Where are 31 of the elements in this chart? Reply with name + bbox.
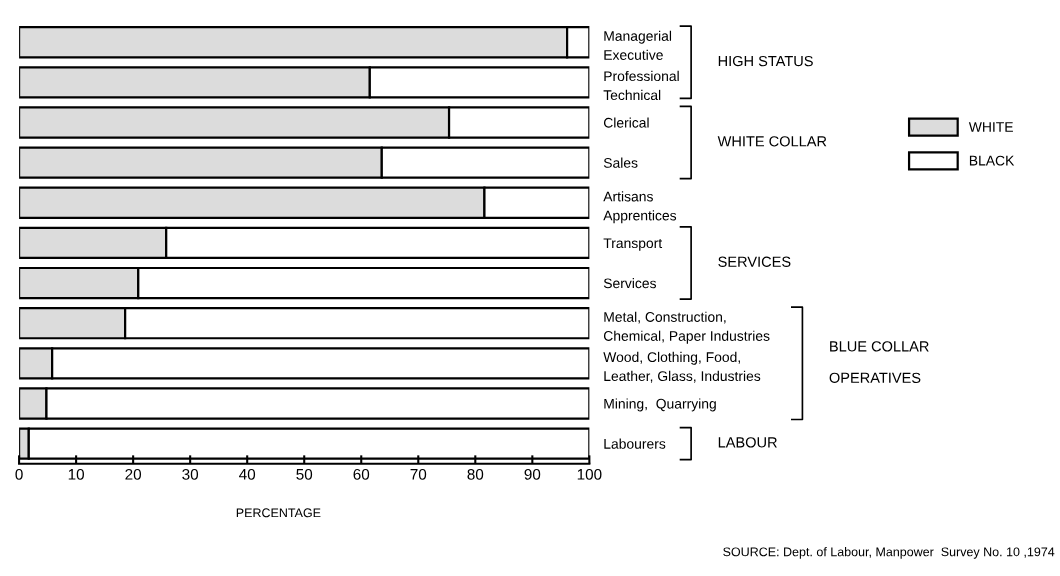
text: BLUE COLLAR OPERATIVES: [829, 341, 929, 383]
x-tick-label: 0: [15, 468, 23, 480]
y-tick-label: Clerical: [603, 117, 649, 128]
x-tick-label: 20: [125, 468, 142, 480]
y-tick-label: Sales: [603, 157, 638, 168]
x-tick-label: 90: [524, 468, 541, 480]
x-tick-label: 100: [577, 468, 602, 480]
y-tick-label: Labourers: [604, 438, 666, 449]
legend-label: BLACK: [969, 155, 1015, 166]
x-tick-label: 30: [182, 468, 199, 480]
y-tick-label: Transport: [603, 238, 663, 251]
source-note: SOURCE: Dept. of Labour, Manpower Survey No. 10 ,1974: [723, 547, 1055, 559]
x-tick-label: 70: [410, 468, 427, 480]
y-tick-label: Managerial Executive: [604, 30, 672, 60]
x-axis-title: PERCENTAGE: [236, 508, 321, 518]
x-tick-label: 40: [239, 468, 256, 480]
y-tick-label: Professional Technical: [603, 70, 679, 101]
text: HIGH STATUS: [718, 55, 813, 67]
y-tick-label: Wood, Clothing, Food, Leather, Glass, Industries: [603, 351, 761, 383]
y-tick-label: Mining, Quarrying: [604, 398, 716, 412]
y-tick-label: Artisans Apprentices: [603, 191, 677, 224]
legend-label: WHITE: [968, 122, 1013, 132]
y-tick-label: Metal, Construction, Chemical, Paper Industries: [603, 311, 770, 344]
x-tick-label: 60: [353, 468, 370, 480]
text: WHITE COLLAR: [717, 136, 827, 147]
x-tick-label: 50: [296, 468, 313, 480]
text: SERVICES: [718, 256, 791, 267]
x-tick-label: 80: [467, 468, 484, 480]
y-tick-label: Services: [603, 278, 656, 289]
text: LABOUR: [718, 437, 777, 448]
x-tick-label: 10: [68, 468, 85, 480]
